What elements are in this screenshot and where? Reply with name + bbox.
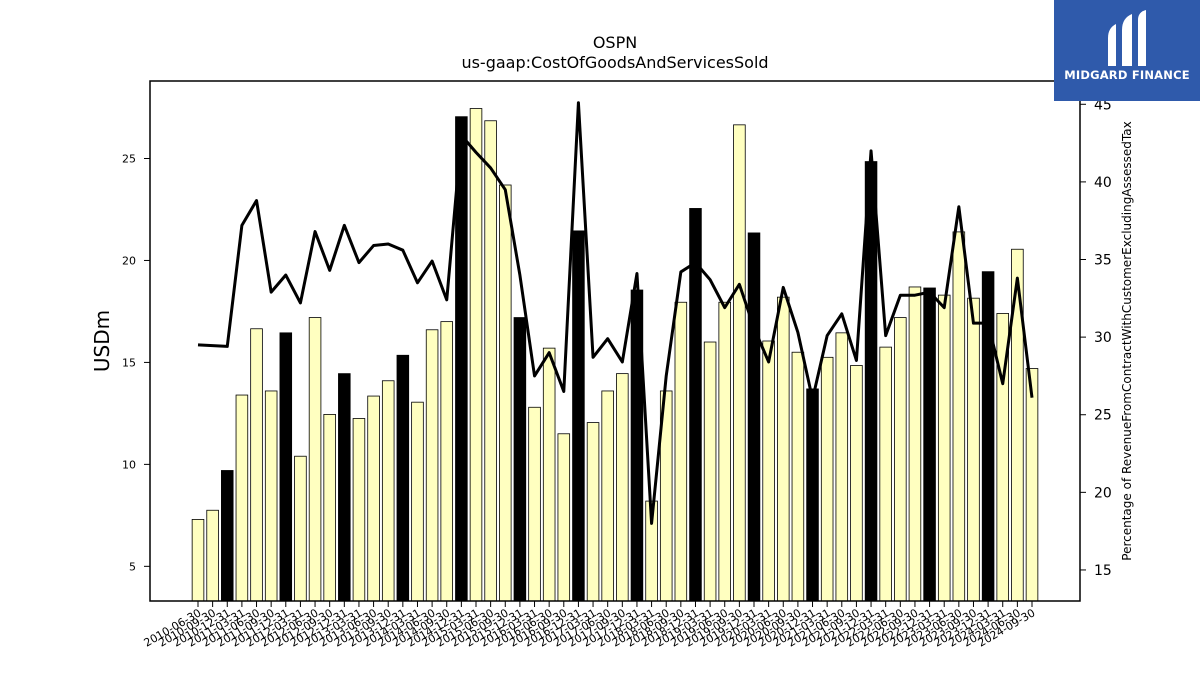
bar-2017-06-30 [601,390,614,602]
bar-2018-09-30 [674,301,688,602]
bar-2023-06-30 [952,231,966,602]
bar-2012-09-30 [323,414,336,602]
bar-2011-06-30 [250,328,263,602]
logo-mark-icon [1108,10,1146,66]
right-tick-label: 40 [1094,175,1112,191]
left-tick-label: 25 [122,152,136,165]
bar-2011-12-31 [279,332,293,602]
right-tick-label: 30 [1094,330,1112,346]
bar-2023-03-31 [937,294,951,602]
bar-2022-12-31 [923,287,936,602]
bar-2014-09-30 [440,321,453,602]
bar-2015-09-30 [499,184,512,602]
bar-2019-09-30 [733,124,746,602]
right-tick-label: 45 [1094,97,1112,113]
bar-2016-09-30 [557,433,571,602]
bar-2013-03-31 [352,418,366,602]
bar-2011-03-31 [235,394,249,602]
chart-title: OSPN [593,33,637,52]
bar-2013-12-31 [396,354,410,602]
bar-2023-09-30 [967,297,980,602]
logo-text: MIDGARD FINANCE [1064,68,1190,82]
left-tick-label: 20 [122,254,136,267]
bar-2021-03-31 [820,356,834,602]
left-tick-label: 15 [122,356,136,369]
bar-2017-03-31 [586,422,600,602]
x-axis: 2010-06-302010-09-302010-12-312011-03-31… [142,601,1038,650]
left-axis: 5 10 15 20 25 [122,152,150,573]
bar-2014-06-30 [425,329,439,602]
bar-series [191,108,1039,602]
right-tick-label: 35 [1094,253,1112,269]
bar-2020-09-30 [791,351,805,602]
bar-2024-09-30 [1025,368,1039,602]
midgard-finance-logo: MIDGARD FINANCE [1054,0,1200,101]
bar-2020-03-31 [762,340,775,602]
bar-2020-12-31 [806,388,819,602]
bar-2019-06-30 [718,301,731,602]
bar-2022-06-30 [894,317,907,602]
chart-subtitle: us-gaap:CostOfGoodsAndServicesSold [461,53,768,72]
bar-2010-09-30 [206,509,219,602]
bar-2017-09-30 [616,373,629,602]
right-tick-label: 15 [1094,563,1112,579]
bar-2014-03-31 [411,401,424,602]
bar-2012-06-30 [308,317,322,602]
bar-2023-12-31 [981,271,995,602]
bar-2013-09-30 [381,380,395,602]
bar-2016-06-30 [542,347,556,602]
bar-2010-06-30 [191,519,205,602]
ratio-line [197,101,1034,525]
bar-2015-03-31 [469,108,483,602]
bar-2022-03-31 [879,346,892,602]
bar-2021-06-30 [835,332,849,602]
bar-2019-03-31 [703,341,717,602]
y-axis-label: USDm [90,310,114,372]
bar-2022-09-30 [908,286,922,602]
bar-2010-12-31 [221,470,234,602]
y2-axis-label: Percentage of RevenueFromContractWithCus… [1120,121,1134,560]
right-tick-label: 25 [1094,408,1112,424]
right-axis: 15 20 25 30 35 40 45 [1080,97,1112,579]
right-tick-label: 20 [1094,485,1112,501]
bar-2012-03-31 [294,455,307,602]
bar-2015-06-30 [484,120,497,602]
bar-2019-12-31 [747,232,761,602]
plot-frame [149,80,1081,602]
bar-2011-09-30 [264,390,278,602]
bar-2020-06-30 [777,296,790,602]
bar-2016-03-31 [528,406,541,602]
bar-2013-06-30 [367,395,380,602]
bar-2021-09-30 [850,365,863,602]
left-tick-label: 10 [122,458,136,471]
bar-2016-12-31 [572,230,585,602]
left-tick-label: 5 [129,560,136,573]
bar-2012-12-31 [338,373,351,602]
bar-2015-12-31 [513,317,527,602]
